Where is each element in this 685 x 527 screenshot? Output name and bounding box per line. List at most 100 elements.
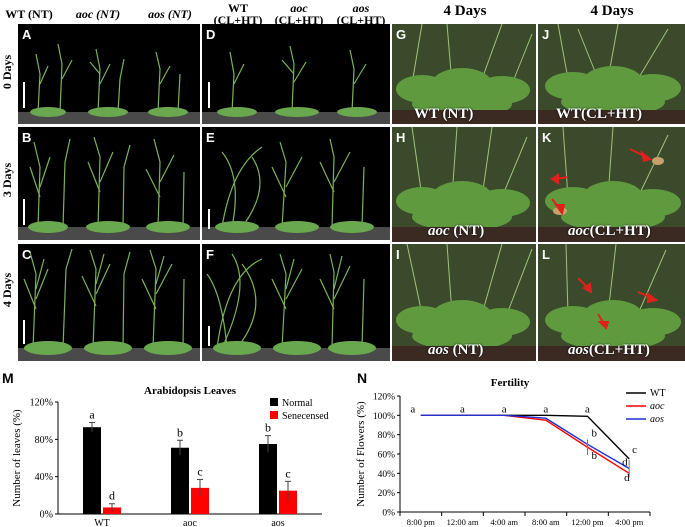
overlay-label-l-rest: (CL+HT) (588, 342, 650, 358)
chart-n-sig-letter: a (460, 403, 465, 415)
header-wt-clht: WT (CL+HT) (208, 2, 268, 26)
chart-n-sig-letter: a (585, 403, 590, 415)
plant-drawing-f (202, 253, 390, 361)
header-aos-clht-line1: aos (352, 1, 370, 15)
rosette-drawing-h (392, 127, 536, 242)
chart-panel-letter-m: M (2, 370, 14, 386)
chart-m-title: Arabidopsis Leaves (144, 385, 237, 397)
photo-panel-g: G WT (NT) (392, 24, 536, 124)
overlay-label-l-italic: aos (568, 342, 589, 358)
header-wt-clht-line2: (CL+HT) (213, 13, 263, 27)
chart-m-bar (279, 490, 297, 514)
chart-n-ytick-label: 120% (373, 393, 395, 403)
scale-bar-d (208, 82, 210, 108)
header-aoc-nt: aoc (NT) (75, 7, 121, 21)
header-aos-clht-line2: (CL+HT) (336, 13, 386, 27)
chart-m-category-label: WT (94, 518, 110, 527)
chart-n-xtick-label: 4:00 am (490, 517, 518, 527)
plant-drawing-e (202, 138, 390, 240)
chart-m-legend-label: Senecensed (282, 411, 329, 422)
chart-n-series-line (420, 414, 630, 470)
chart-n-sig-letter: b (592, 428, 598, 440)
overlay-label-h: aoc (NT) (428, 223, 484, 240)
chart-m-bar (191, 487, 209, 514)
panel-letter-a: A (22, 27, 32, 42)
plant-drawing-b (18, 136, 200, 240)
header-wt-nt: WT (NT) (5, 7, 53, 21)
scale-bar-c (23, 320, 25, 344)
overlay-label-h-rest: (NT) (449, 223, 485, 239)
chart-n-series-line (420, 414, 630, 460)
panel-letter-j: J (542, 27, 550, 42)
chart-n-legend-label: WT (650, 388, 666, 399)
chart-panel-letter-n: N (357, 370, 368, 386)
panel-letter-h: H (396, 130, 406, 145)
chart-m-ytick-label: 0% (40, 510, 53, 521)
panel-letter-c: C (22, 247, 32, 262)
chart-n-sig-letter: b (592, 450, 598, 462)
panel-letter-g: G (396, 27, 407, 42)
chart-m-ytick-label: 40% (35, 472, 53, 483)
panel-letter-b: B (22, 130, 32, 145)
chart-m-ytick-label: 80% (35, 435, 53, 446)
overlay-label-i-rest: (NT) (448, 342, 484, 358)
chart-m-legend-label: Normal (282, 398, 313, 409)
row-label-4days: 4 Days (0, 272, 14, 308)
chart-m-category-label: aoc (183, 518, 197, 527)
overlay-label-i-italic: aos (428, 342, 449, 358)
chart-n-ylabel: Number of Flowers (%) (355, 401, 367, 507)
overlay-label-k-rest: (CL+HT) (589, 223, 651, 239)
header-4days-j: 4 Days (590, 3, 634, 19)
chart-n-ytick-label: 100% (373, 412, 395, 422)
chart-m-sig-letter: d (109, 489, 115, 503)
overlay-label-g: WT (NT) (414, 106, 474, 122)
chart-n-sig-letter: a (543, 403, 548, 415)
header-aos-clht: aos (CL+HT) (330, 2, 392, 26)
chart-n-sig-letter: d (624, 472, 630, 484)
chart-n-xtick-label: 8:00 am (532, 517, 560, 527)
row-label-3days: 3 Days (0, 162, 14, 198)
overlay-label-k-italic: aoc (568, 223, 590, 239)
header-aoc-clht-line2: (CL+HT) (274, 13, 324, 27)
header-wt-clht-line1: WT (227, 1, 248, 15)
header-aoc-clht-line1: aoc (290, 1, 308, 15)
chart-m-sig-letter: a (89, 408, 95, 422)
photo-panel-f: F (202, 244, 390, 361)
chart-m-legend-swatch (270, 398, 278, 406)
overlay-label-j: WT(CL+HT) (556, 106, 643, 122)
chart-m-bar (83, 427, 101, 514)
chart-m-leaves: Arabidopsis Leaves Number of leaves (%) 0%… (11, 385, 329, 527)
plant-drawing-a (18, 43, 200, 124)
rosette-drawing-j (538, 24, 685, 124)
photo-panel-a: A (18, 24, 200, 124)
scale-bar-f (208, 326, 210, 346)
overlay-label-h-italic: aoc (428, 223, 450, 239)
plant-drawing-d (202, 45, 390, 124)
chart-m-sig-letter: c (285, 466, 290, 480)
chart-m-ylabel: Number of leaves (%) (11, 409, 23, 507)
scale-bar-a (23, 82, 25, 108)
chart-n-xtick-label: 4:00 pm (615, 517, 643, 527)
chart-n-xtick-label: 12:00 am (447, 517, 479, 527)
photo-panel-l: L aos(CL+HT) (538, 244, 685, 361)
chart-n-sig-letter: a (410, 403, 415, 415)
photo-panel-h: H aoc (NT) (392, 127, 536, 242)
chart-m-sig-letter: c (197, 464, 202, 478)
photo-panel-c: C (18, 244, 200, 361)
photo-panel-e: E (202, 127, 390, 240)
panel-letter-e: E (206, 130, 215, 145)
panel-letter-k: K (542, 130, 552, 145)
chart-n-ytick-label: 0% (382, 509, 395, 519)
photo-panel-j: J WT(CL+HT) (538, 24, 685, 124)
chart-n-title: Fertility (491, 377, 530, 389)
chart-m-ytick-label: 120% (30, 398, 53, 409)
overlay-label-k: aoc(CL+HT) (568, 223, 651, 240)
chart-n-ytick-label: 20% (378, 489, 396, 499)
photo-panel-d: D (202, 24, 390, 124)
photo-panel-i: I aos (NT) (392, 244, 536, 361)
rosette-drawing-i (392, 244, 536, 361)
chart-n-sig-letter: a (502, 403, 507, 415)
chart-m-bar (259, 444, 277, 514)
overlay-label-i: aos (NT) (428, 342, 483, 359)
chart-m-legend-swatch (270, 411, 278, 419)
